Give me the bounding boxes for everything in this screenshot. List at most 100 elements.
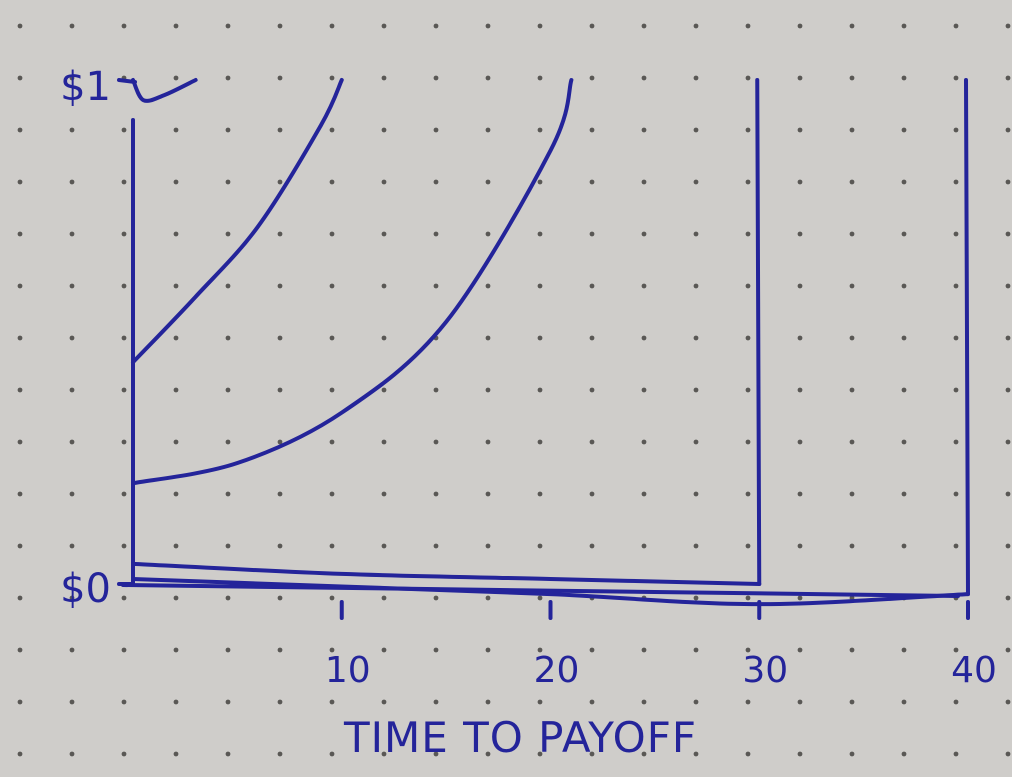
grid-dot	[225, 283, 231, 289]
grid-dot	[329, 127, 335, 133]
series-line-3	[131, 78, 574, 486]
grid-dot	[589, 751, 595, 757]
grid-dot	[589, 387, 595, 393]
grid-dot	[849, 75, 855, 81]
grid-dot	[693, 75, 699, 81]
grid-dot	[381, 179, 387, 185]
grid-dot	[485, 283, 491, 289]
grid-dot	[17, 699, 23, 705]
grid-dot	[381, 699, 387, 705]
grid-dot	[485, 491, 491, 497]
grid-dot	[641, 283, 647, 289]
grid-dot	[225, 335, 231, 341]
grid-dot	[121, 491, 127, 497]
grid-dot	[69, 491, 75, 497]
grid-dot	[121, 647, 127, 653]
grid-dot	[121, 595, 127, 601]
grid-dot	[1005, 127, 1011, 133]
grid-dot	[953, 335, 959, 341]
grid-dot	[641, 335, 647, 341]
grid-dot	[537, 595, 543, 601]
grid-dot	[381, 387, 387, 393]
grid-dot	[797, 595, 803, 601]
grid-dot	[277, 23, 283, 29]
grid-dot	[485, 439, 491, 445]
grid-dot	[745, 595, 751, 601]
grid-dot	[797, 179, 803, 185]
grid-dot	[433, 127, 439, 133]
grid-dot	[433, 23, 439, 29]
grid-dot	[381, 595, 387, 601]
grid-dot	[901, 23, 907, 29]
grid-dot	[901, 387, 907, 393]
grid-dot	[901, 283, 907, 289]
grid-dot	[1005, 231, 1011, 237]
grid-dot	[641, 231, 647, 237]
grid-dot	[537, 491, 543, 497]
grid-dot	[17, 23, 23, 29]
dot-grid	[17, 23, 1011, 757]
grid-dot	[537, 543, 543, 549]
grid-dot	[641, 127, 647, 133]
grid-dot	[121, 127, 127, 133]
grid-dot	[485, 23, 491, 29]
grid-dot	[953, 75, 959, 81]
grid-dot	[953, 23, 959, 29]
grid-dot	[173, 127, 179, 133]
grid-dot	[745, 491, 751, 497]
grid-dot	[901, 335, 907, 341]
grid-dot	[329, 647, 335, 653]
grid-dot	[849, 179, 855, 185]
grid-dot	[381, 439, 387, 445]
grid-dot	[277, 751, 283, 757]
grid-dot	[485, 387, 491, 393]
grid-dot	[69, 647, 75, 653]
grid-dot	[225, 647, 231, 653]
grid-dot	[173, 231, 179, 237]
grid-dot	[797, 75, 803, 81]
y-tick-label-0: $0	[60, 566, 111, 612]
grid-dot	[901, 647, 907, 653]
grid-dot	[17, 127, 23, 133]
grid-dot	[589, 491, 595, 497]
grid-dot	[329, 283, 335, 289]
grid-dot	[173, 387, 179, 393]
series-line-1	[131, 78, 198, 103]
x-tick-label: 10	[325, 650, 371, 691]
grid-dot	[745, 231, 751, 237]
grid-dot	[901, 751, 907, 757]
grid-dot	[17, 491, 23, 497]
grid-dot	[589, 283, 595, 289]
grid-dot	[485, 231, 491, 237]
grid-dot	[381, 283, 387, 289]
grid-dot	[849, 647, 855, 653]
grid-dot	[745, 647, 751, 653]
grid-dot	[589, 335, 595, 341]
grid-dot	[277, 335, 283, 341]
series-line-5	[131, 576, 970, 607]
x-axis-line	[121, 583, 960, 598]
grid-dot	[17, 335, 23, 341]
x-tick-label: 30	[742, 650, 788, 691]
grid-dot	[485, 75, 491, 81]
grid-dot	[69, 231, 75, 237]
x-ticks: 10 20 30 40	[325, 600, 997, 691]
grid-dot	[745, 127, 751, 133]
grid-dot	[693, 127, 699, 133]
grid-dot	[277, 127, 283, 133]
grid-dot	[901, 543, 907, 549]
grid-dot	[641, 491, 647, 497]
grid-dot	[277, 595, 283, 601]
grid-dot	[17, 647, 23, 653]
grid-dot	[381, 23, 387, 29]
grid-dot	[277, 543, 283, 549]
grid-dot	[537, 647, 543, 653]
grid-dot	[693, 231, 699, 237]
grid-dot	[641, 543, 647, 549]
grid-dot	[225, 751, 231, 757]
x-tick-label: 20	[534, 650, 580, 691]
grid-dot	[433, 283, 439, 289]
grid-dot	[849, 751, 855, 757]
grid-dot	[121, 335, 127, 341]
